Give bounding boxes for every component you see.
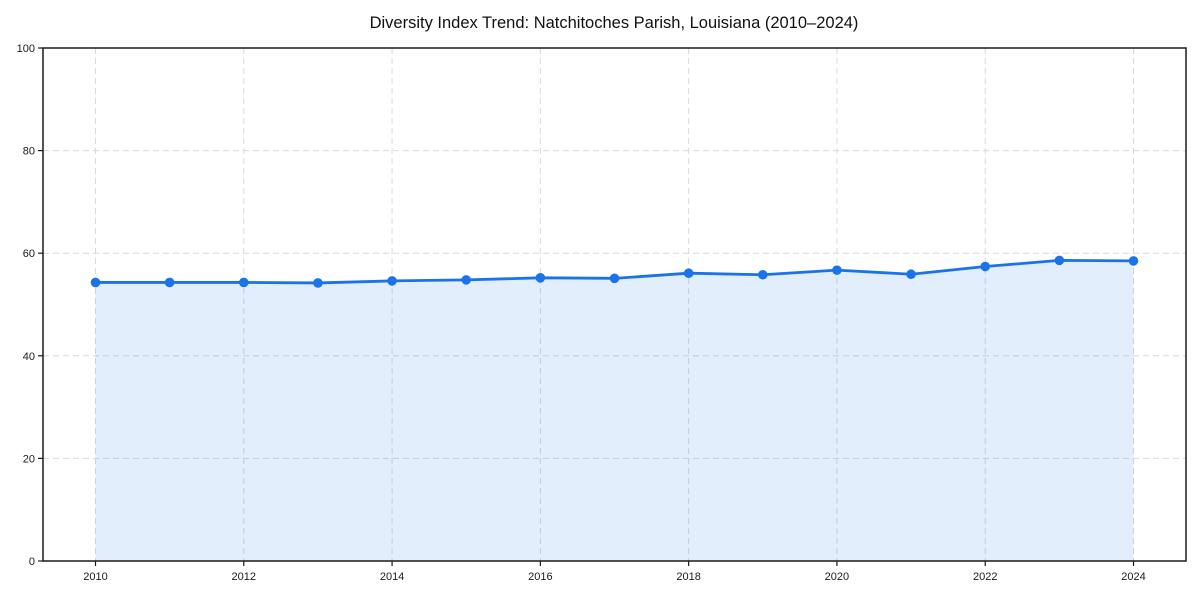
y-tick-label-80: 80 — [23, 146, 35, 158]
data-point-2014 — [387, 276, 397, 286]
y-tick-label-40: 40 — [23, 351, 35, 363]
x-tick-label-2022: 2022 — [973, 571, 997, 583]
plot-border — [42, 47, 1187, 562]
x-tick-label-2020: 2020 — [825, 571, 849, 583]
data-point-2015 — [461, 275, 472, 285]
data-point-2021 — [906, 269, 916, 280]
y-tick-label-0: 0 — [29, 556, 35, 568]
data-point-2022 — [980, 261, 991, 272]
x-tick-label-2014: 2014 — [380, 571, 404, 583]
y-tick-label-20: 20 — [23, 453, 35, 465]
y-tick-label-100: 100 — [17, 43, 35, 55]
data-point-2018 — [683, 268, 694, 279]
data-point-2010 — [90, 277, 101, 288]
area-fill — [95, 260, 1134, 561]
data-point-2020 — [832, 265, 842, 275]
x-tick-label-2010: 2010 — [83, 571, 107, 583]
data-point-2023 — [1054, 255, 1065, 266]
x-tick-label-2018: 2018 — [676, 571, 700, 583]
data-point-2013 — [313, 278, 323, 288]
data-point-2017 — [609, 273, 620, 284]
x-tick-label-2012: 2012 — [232, 571, 256, 583]
data-point-2024 — [1128, 256, 1139, 266]
data-point-2011 — [164, 277, 175, 288]
x-tick-label-2016: 2016 — [528, 571, 552, 583]
data-point-2016 — [535, 273, 546, 283]
y-tick-label-60: 60 — [23, 248, 35, 260]
chart-title: Diversity Index Trend: Natchitoches Pari… — [370, 14, 859, 32]
plot-area: 0 20 40 60 80 100 2010 2012 2014 2016 2018 2020 2022… — [17, 43, 1187, 583]
x-tick-label-2024: 2024 — [1121, 571, 1145, 583]
data-point-2012 — [238, 277, 249, 288]
data-point-2019 — [757, 269, 768, 280]
